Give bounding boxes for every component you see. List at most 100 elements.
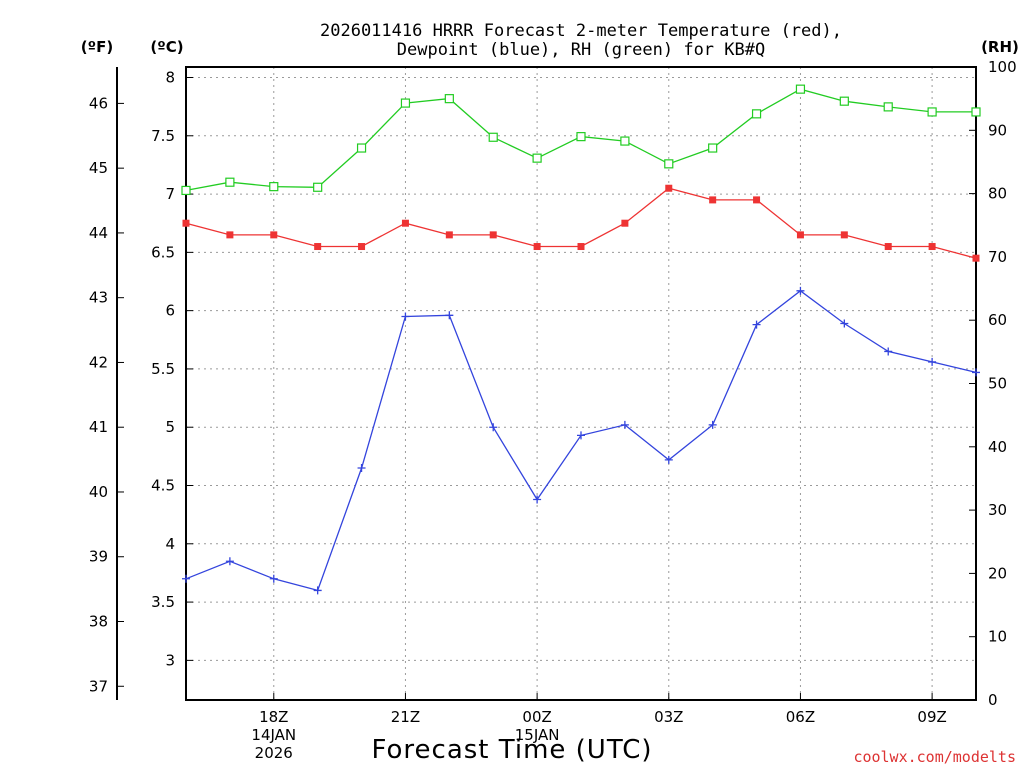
time-tick-label: 18Z 14JAN 2026 bbox=[251, 708, 296, 762]
rh-point bbox=[576, 132, 586, 142]
temperature-point bbox=[840, 231, 848, 239]
rh-point bbox=[927, 107, 937, 117]
temperature-point bbox=[665, 184, 673, 192]
dewpoint-point bbox=[182, 574, 190, 583]
dewpoint-point bbox=[840, 319, 849, 328]
rh-axis: 0 10 20 30 40 50 60 70 80 90 100 bbox=[969, 58, 1017, 709]
celsius-tick-label: 7 bbox=[165, 185, 175, 203]
fahrenheit-tick-label: 41 bbox=[89, 418, 108, 436]
dewpoint-point bbox=[357, 464, 366, 473]
dewpoint-point bbox=[884, 347, 893, 356]
dewpoint-point bbox=[620, 420, 629, 429]
rh-point bbox=[313, 182, 323, 192]
rh-point bbox=[971, 107, 981, 117]
rh-point bbox=[181, 185, 191, 196]
dewpoint-point bbox=[664, 455, 673, 464]
temperature-point bbox=[577, 243, 585, 251]
rh-point bbox=[356, 143, 367, 153]
rh-tick-label: 100 bbox=[988, 58, 1017, 76]
rh-point bbox=[751, 109, 762, 119]
rh-point bbox=[620, 136, 630, 146]
fahrenheit-tick-label: 46 bbox=[89, 94, 108, 112]
rh-tick-label: 80 bbox=[988, 185, 1007, 203]
rh-tick-label: 40 bbox=[988, 438, 1007, 456]
fahrenheit-tick-label: 45 bbox=[89, 159, 108, 177]
dewpoint-point bbox=[225, 557, 234, 566]
celsius-tick-label: 6 bbox=[165, 302, 175, 320]
rh-point bbox=[488, 132, 498, 142]
temperature-point bbox=[270, 231, 278, 239]
dewpoint-point bbox=[313, 586, 322, 595]
fahrenheit-tick-label: 42 bbox=[89, 353, 108, 371]
chart-title-line-1: 2026011416 HRRR Forecast 2-meter Tempera… bbox=[320, 21, 842, 41]
rh-tick-label: 70 bbox=[988, 248, 1007, 266]
dewpoint-point bbox=[577, 431, 585, 440]
dewpoint-point bbox=[489, 423, 498, 432]
rh-tick-label: 10 bbox=[988, 628, 1007, 646]
rh-tick-label: 60 bbox=[988, 311, 1007, 329]
rh-point bbox=[795, 84, 806, 94]
dewpoint-point bbox=[752, 320, 761, 329]
celsius-axis: 3 3.5 4 4.5 5 5.5 6 6.5 7 7.5 8 bbox=[151, 68, 193, 669]
fahrenheit-tick-label: 38 bbox=[89, 613, 108, 631]
dewpoint-point bbox=[708, 420, 717, 429]
chart-title-line-2: Dewpoint (blue), RH (green) for KB#Q bbox=[397, 40, 765, 60]
celsius-unit-label: (ºC) bbox=[150, 38, 183, 56]
temperature-point bbox=[928, 243, 936, 251]
dewpoint-point bbox=[928, 357, 937, 366]
fahrenheit-tick-label: 44 bbox=[89, 224, 108, 242]
dewpoint-point bbox=[401, 312, 410, 321]
dewpoint-point bbox=[269, 574, 278, 583]
rh-unit-label: (RH) bbox=[981, 38, 1019, 56]
temperature-point bbox=[621, 219, 629, 227]
temperature-point bbox=[314, 243, 322, 251]
time-tick-label: 00Z 15JAN bbox=[515, 708, 560, 744]
temperature-point bbox=[226, 231, 234, 239]
rh-point bbox=[444, 94, 454, 104]
rh-point bbox=[225, 177, 235, 187]
rh-point bbox=[664, 159, 674, 169]
time-tick-label: 03Z bbox=[654, 708, 683, 726]
rh-tick-label: 30 bbox=[988, 501, 1007, 519]
temperature-point bbox=[709, 196, 717, 204]
time-tick-label: 09Z bbox=[917, 708, 946, 726]
temperature-point bbox=[884, 243, 892, 251]
fahrenheit-tick-label: 40 bbox=[89, 483, 108, 501]
celsius-tick-label: 8 bbox=[165, 68, 175, 86]
x-axis-label: Forecast Time (UTC) bbox=[371, 735, 652, 765]
celsius-tick-label: 5 bbox=[165, 418, 175, 436]
rh-point bbox=[532, 153, 542, 163]
rh-point bbox=[269, 182, 279, 192]
rh-point bbox=[883, 102, 893, 112]
temperature-point bbox=[358, 243, 366, 251]
celsius-tick-label: 4 bbox=[165, 535, 175, 553]
temperature-point bbox=[796, 231, 804, 239]
fahrenheit-axis: 37 38 39 40 41 42 43 44 45 46 bbox=[89, 67, 124, 700]
rh-tick-label: 90 bbox=[988, 121, 1007, 139]
celsius-tick-label: 6.5 bbox=[151, 243, 175, 261]
fahrenheit-tick-label: 39 bbox=[89, 548, 108, 566]
dewpoint-point bbox=[972, 368, 980, 377]
dewpoint-line bbox=[185, 289, 977, 592]
dewpoint-point bbox=[796, 286, 805, 295]
temperature-point bbox=[753, 196, 761, 204]
grid-lines bbox=[186, 67, 976, 700]
celsius-tick-label: 5.5 bbox=[151, 360, 175, 378]
time-tick-label: 21Z bbox=[391, 708, 420, 726]
rh-point bbox=[400, 98, 411, 108]
time-tick-label: 06Z bbox=[786, 708, 815, 726]
celsius-tick-label: 3 bbox=[165, 651, 175, 669]
fahrenheit-tick-label: 43 bbox=[89, 289, 108, 307]
rh-tick-label: 50 bbox=[988, 375, 1007, 393]
data-series bbox=[181, 84, 981, 595]
temperature-point bbox=[182, 219, 190, 227]
temperature-point bbox=[401, 219, 409, 227]
temperature-point bbox=[972, 254, 980, 262]
celsius-tick-label: 7.5 bbox=[151, 127, 175, 145]
rh-tick-label: 0 bbox=[988, 691, 998, 709]
credit-text: coolwx.com/modelts bbox=[853, 748, 1016, 766]
temperature-point bbox=[489, 231, 497, 239]
celsius-tick-label: 3.5 bbox=[151, 593, 175, 611]
celsius-tick-label: 4.5 bbox=[151, 477, 175, 495]
fahrenheit-tick-label: 37 bbox=[89, 677, 108, 695]
